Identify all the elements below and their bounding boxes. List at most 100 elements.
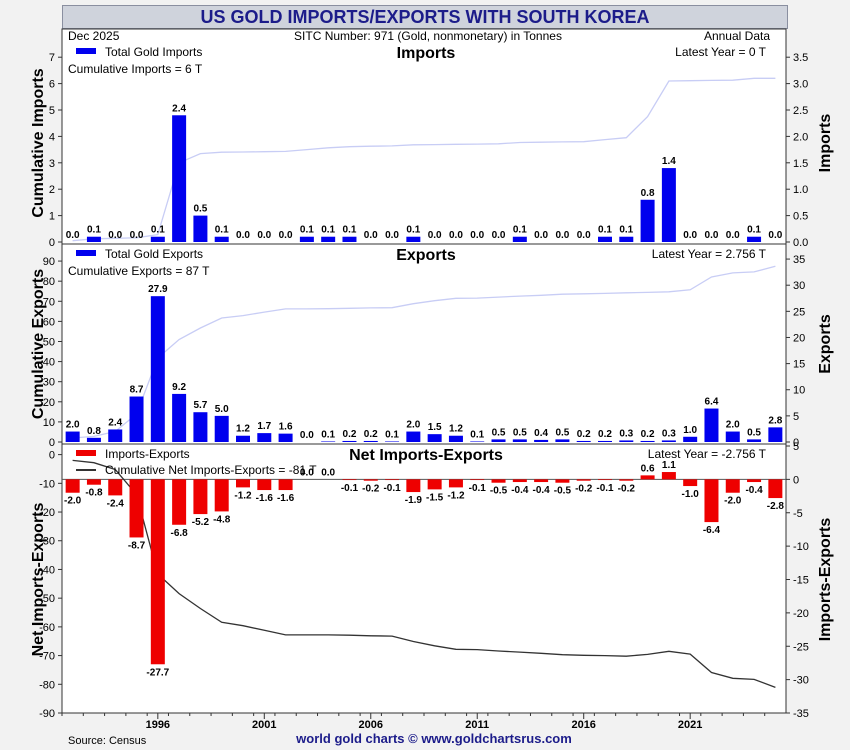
bar (214, 479, 229, 512)
y-axis-label-right: Exports (817, 314, 834, 374)
data-label: 0.0 (428, 230, 442, 241)
right-tick-label: 0 (793, 437, 799, 449)
legend-label: Total Gold Imports (105, 45, 202, 59)
latest-year-label: Latest Year = 0 T (675, 45, 767, 59)
bar (704, 408, 719, 442)
data-label: 0.1 (406, 225, 420, 236)
data-label: 0.4 (534, 428, 548, 439)
y-axis-label-left: Cumulative Exports (30, 269, 47, 419)
data-label: -1.0 (682, 489, 700, 500)
data-label: 0.0 (236, 230, 250, 241)
bar (278, 479, 293, 491)
credit-label: world gold charts © www.goldchartsrus.co… (295, 731, 572, 746)
data-label: 0.1 (321, 429, 335, 440)
left-tick-label: -90 (39, 708, 55, 720)
panel-title: Net Imports-Exports (349, 447, 503, 464)
data-label: 0.1 (385, 429, 399, 440)
data-label: 0.8 (641, 188, 655, 199)
left-tick-label: 90 (43, 256, 55, 268)
cumulative-line (72, 265, 776, 439)
data-label: 0.1 (343, 225, 357, 236)
bar (129, 479, 144, 538)
data-label: 0.0 (257, 230, 271, 241)
bar (427, 479, 442, 490)
bar (236, 435, 250, 442)
data-label: 0.0 (470, 230, 484, 241)
bar (661, 168, 676, 242)
bar (193, 412, 208, 442)
left-tick-label: 4 (49, 131, 55, 143)
left-tick-label: 30 (43, 377, 55, 389)
bar (65, 431, 80, 442)
bar (385, 479, 400, 481)
bar (640, 475, 655, 480)
data-label: -2.4 (107, 498, 125, 509)
bar (598, 440, 612, 442)
data-label: 0.0 (130, 230, 144, 241)
bar (150, 296, 165, 442)
data-label: 0.0 (534, 230, 548, 241)
bar (150, 479, 165, 665)
left-tick-label: -60 (39, 622, 55, 634)
frequency-label: Annual Data (704, 29, 770, 43)
left-tick-label: 60 (43, 316, 55, 328)
data-label: 0.5 (513, 427, 527, 438)
data-label: -0.1 (383, 483, 401, 494)
panel-title: Imports (397, 45, 456, 62)
data-label: 0.0 (364, 230, 378, 241)
bar (768, 479, 783, 499)
bar (342, 236, 357, 242)
bar (214, 236, 229, 242)
bar (512, 236, 527, 242)
data-label: -1.9 (405, 495, 423, 506)
data-label: 0.0 (768, 230, 782, 241)
bar (321, 441, 336, 442)
right-tick-label: 10 (793, 385, 805, 397)
y-axis-label-right: Imports (817, 114, 834, 173)
data-label: 0.6 (641, 463, 655, 474)
data-label: 1.2 (449, 424, 463, 435)
data-label: 1.7 (257, 421, 271, 432)
legend-swatch (76, 450, 96, 456)
data-label: 1.4 (662, 156, 676, 167)
left-tick-label: -50 (39, 593, 55, 605)
bar (661, 440, 676, 442)
bar (193, 479, 208, 515)
bar (704, 479, 719, 523)
bar (512, 439, 527, 442)
data-label: 0.0 (385, 230, 399, 241)
data-label: 6.4 (705, 397, 719, 408)
data-label: 0.1 (619, 225, 633, 236)
left-tick-label: 0 (49, 237, 55, 249)
source-label: Source: Census (68, 735, 147, 747)
data-label: 0.1 (747, 225, 761, 236)
bar (640, 199, 655, 242)
right-tick-label: 35 (793, 254, 805, 266)
right-tick-label: 0.5 (793, 211, 808, 223)
data-label: -0.2 (575, 484, 593, 495)
data-label: 0.1 (87, 225, 101, 236)
left-tick-label: 0 (49, 437, 55, 449)
right-tick-label: 3.5 (793, 52, 808, 64)
data-label: -5.2 (192, 517, 210, 528)
left-tick-label: 0 (49, 450, 55, 462)
right-tick-label: 5 (793, 441, 799, 453)
data-label: -4.8 (213, 514, 231, 525)
bar (491, 439, 506, 442)
left-tick-label: 10 (43, 417, 55, 429)
right-tick-label: -35 (793, 708, 809, 720)
data-label: -2.0 (724, 496, 742, 507)
right-tick-label: -15 (793, 575, 809, 587)
data-label: -1.6 (256, 493, 274, 504)
bar (299, 236, 314, 242)
bar (342, 479, 357, 481)
data-label: -0.4 (511, 485, 529, 496)
right-tick-label: -10 (793, 541, 809, 553)
bar (448, 479, 463, 488)
bar (491, 479, 506, 483)
x-tick-label: 2006 (359, 719, 383, 731)
data-label: -0.8 (85, 488, 103, 499)
right-tick-label: -30 (793, 675, 809, 687)
data-label: -0.1 (469, 483, 487, 494)
left-tick-label: 70 (43, 296, 55, 308)
